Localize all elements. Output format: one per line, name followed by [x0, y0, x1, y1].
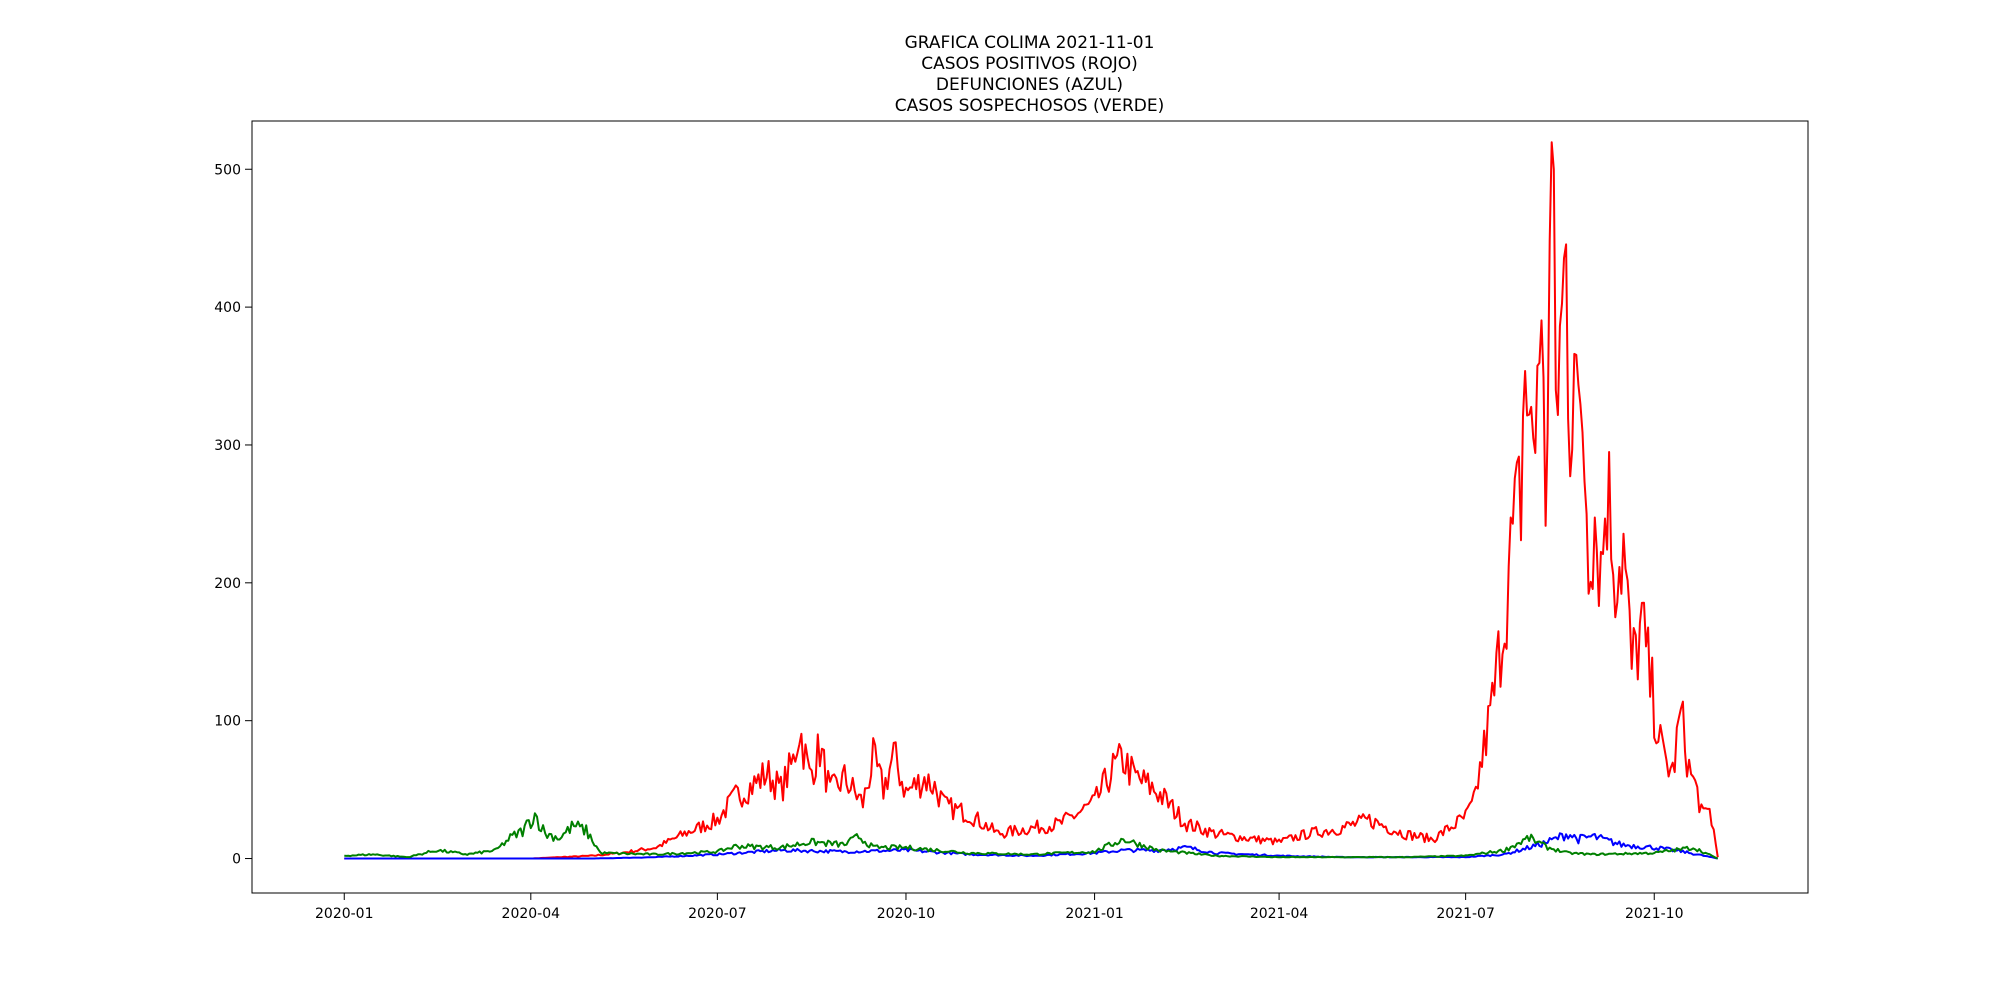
chart-title-line-2: CASOS POSITIVOS (ROJO)	[921, 54, 1138, 74]
chart-title-line-1: GRAFICA COLIMA 2021-11-01	[904, 33, 1155, 53]
x-tick-label-2: 2020-07	[688, 906, 747, 922]
plot-frame	[251, 120, 1809, 894]
series-line-1	[344, 141, 1719, 860]
y-tick-label-1: 100	[214, 714, 241, 730]
y-tick-label-3: 300	[214, 438, 241, 454]
x-tick-label-5: 2021-04	[1250, 906, 1309, 922]
y-tick-label-4: 400	[214, 300, 241, 316]
x-tick-label-7: 2021-10	[1625, 906, 1684, 922]
chart-title-line-3: DEFUNCIONES (AZUL)	[935, 75, 1124, 95]
x-tick-label-6: 2021-07	[1436, 906, 1495, 922]
y-tick-label-2: 200	[214, 576, 241, 592]
axes-layer: 2020-01 2020-04 2020-07 2020-10 2021-01 2021-…	[214, 120, 1809, 922]
y-tick-label-0: 0	[232, 852, 241, 868]
series-line-3	[344, 812, 1719, 860]
x-tick-label-3: 2020-10	[877, 906, 936, 922]
x-tick-label-1: 2020-04	[502, 906, 561, 922]
y-tick-label-5: 500	[214, 162, 241, 178]
series-line-2	[344, 832, 1718, 860]
x-tick-label-0: 2020-01	[315, 906, 374, 922]
chart-title: GRAFICA COLIMA 2021-11-01 CASOS POSITIVO…	[0, 33, 2000, 117]
x-tick-label-4: 2021-01	[1065, 906, 1124, 922]
series-layer	[344, 141, 1719, 860]
chart-title-line-4: CASOS SOSPECHOSOS (VERDE)	[894, 96, 1165, 116]
